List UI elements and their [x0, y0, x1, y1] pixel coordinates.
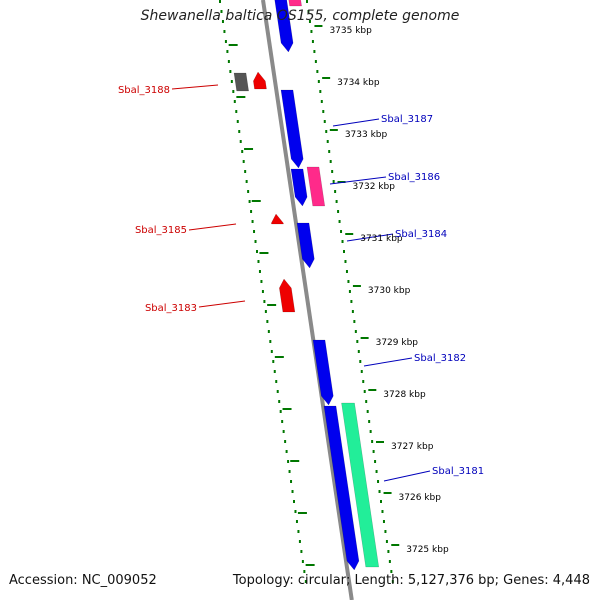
label-leader-sbal3181	[383, 470, 431, 482]
label-leader-sbal3182	[363, 357, 413, 367]
tick-marks	[219, 0, 400, 583]
cds-sbal3185	[271, 213, 284, 225]
backbone-line	[261, 0, 354, 600]
label-leader-sbal3183	[198, 300, 246, 308]
scale-label: 3726 kbp	[399, 493, 442, 503]
scale-label: 3728 kbp	[383, 390, 426, 400]
scale-label: 3733 kbp	[345, 130, 388, 140]
cds-sbal3182	[312, 339, 334, 406]
label-leader-sbal3185	[188, 223, 237, 231]
gene-features	[233, 0, 380, 571]
scale-label: 3727 kbp	[391, 442, 434, 452]
scale-label: 3732 kbp	[353, 182, 396, 192]
cds-sbal3184	[296, 222, 315, 269]
feature-pink	[288, 0, 302, 7]
cds-sbal3183	[279, 278, 296, 313]
genome-title: Shewanella baltica OS155, complete genom…	[140, 8, 460, 24]
scale-label: 3731 kbp	[360, 234, 403, 244]
gene-label-sbal3186: Sbal_3186	[388, 172, 440, 183]
scale-label: 3730 kbp	[368, 286, 411, 296]
feature-green	[341, 402, 380, 568]
genome-summary-text: Topology: circular; Length: 5,127,376 bp…	[232, 573, 590, 588]
label-leader-sbal3184	[346, 233, 394, 242]
gene-label-sbal3181: Sbal_3181	[432, 466, 484, 477]
cds-sbal3181	[323, 405, 360, 571]
cds-sbal3186	[290, 168, 308, 207]
gene-label-sbal3184: Sbal_3184	[395, 229, 447, 240]
gene-label-sbal3185: Sbal_3185	[135, 225, 187, 236]
scale-label: 3729 kbp	[376, 338, 419, 348]
feature-pink-2	[306, 166, 326, 207]
gene-label-sbal3183: Sbal_3183	[145, 303, 197, 314]
backbone	[261, 0, 354, 600]
scale-label: 3725 kbp	[406, 545, 449, 555]
cds-sbal3188	[253, 71, 267, 90]
cds-sbal3187	[280, 89, 304, 169]
accession-text: Accession: NC_009052	[9, 573, 157, 588]
gene-label-sbal3187: Sbal_3187	[381, 114, 433, 125]
scale-label: 3735 kbp	[329, 26, 372, 36]
gene-label-sbal3182: Sbal_3182	[414, 353, 466, 364]
label-leader-sbal3186	[329, 176, 387, 185]
label-leaders	[171, 84, 431, 482]
labels: 3735 kbp 3734 kbp 3733 kbp 3732 kbp 3731 kbp…	[118, 26, 484, 555]
scale-label: 3734 kbp	[337, 78, 380, 88]
label-leader-sbal3187	[332, 118, 380, 127]
cds-forward	[274, 0, 294, 53]
gene-label-sbal3188: Sbal_3188	[118, 85, 170, 96]
feature-gray	[233, 72, 249, 92]
label-leader-sbal3188	[171, 84, 219, 90]
